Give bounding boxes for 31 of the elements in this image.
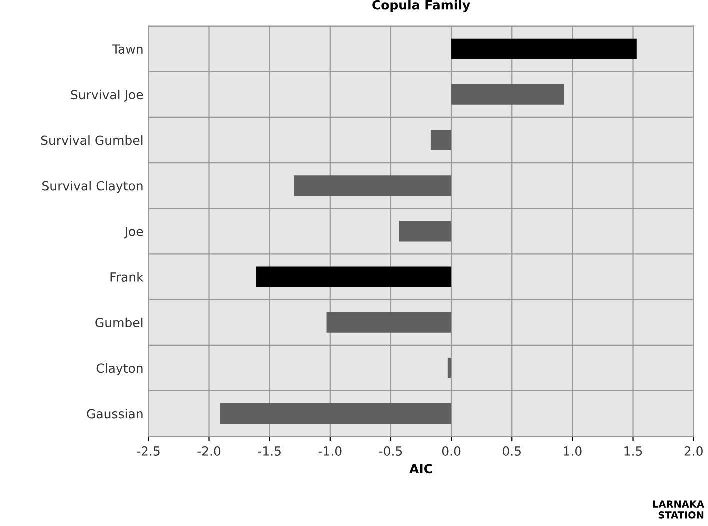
- y-tick-label: Gumbel: [96, 318, 143, 328]
- x-tick-label: 2.0: [684, 446, 703, 456]
- x-axis-title: AIC: [410, 464, 432, 474]
- bar: [220, 404, 452, 424]
- y-tick-label: Survival Gumbel: [41, 136, 143, 146]
- x-tick-label: 1.5: [624, 446, 642, 456]
- x-tick-label: 0.5: [503, 446, 521, 456]
- chart-title: Copula Family: [372, 0, 470, 12]
- y-tick-label: Survival Joe: [71, 90, 144, 102]
- y-tick-label: Tawn: [112, 44, 143, 54]
- bar: [430, 130, 452, 151]
- y-tick-label: Joe: [124, 227, 144, 239]
- bar: [452, 84, 564, 105]
- x-tick-label: 0.0: [442, 446, 461, 456]
- x-tick-label: 1.0: [564, 446, 582, 456]
- bar: [294, 176, 452, 196]
- x-tick-label: -0.5: [379, 446, 402, 456]
- x-tick-label: -1.0: [318, 446, 342, 456]
- y-tick-label: Frank: [110, 272, 144, 282]
- bar: [256, 266, 452, 288]
- bar: [452, 38, 637, 60]
- bar: [326, 312, 452, 333]
- x-tick-label: -1.5: [258, 446, 281, 456]
- bar: [448, 358, 452, 378]
- y-tick-label: Gaussian: [87, 409, 143, 419]
- y-tick-label: Survival Clayton: [42, 181, 143, 194]
- x-tick-label: -2.5: [137, 446, 160, 456]
- y-tick-label: Clayton: [96, 363, 143, 376]
- bar: [399, 221, 452, 242]
- x-tick-label: -2.0: [198, 446, 221, 456]
- text: LARNAKA STATION: [653, 500, 704, 519]
